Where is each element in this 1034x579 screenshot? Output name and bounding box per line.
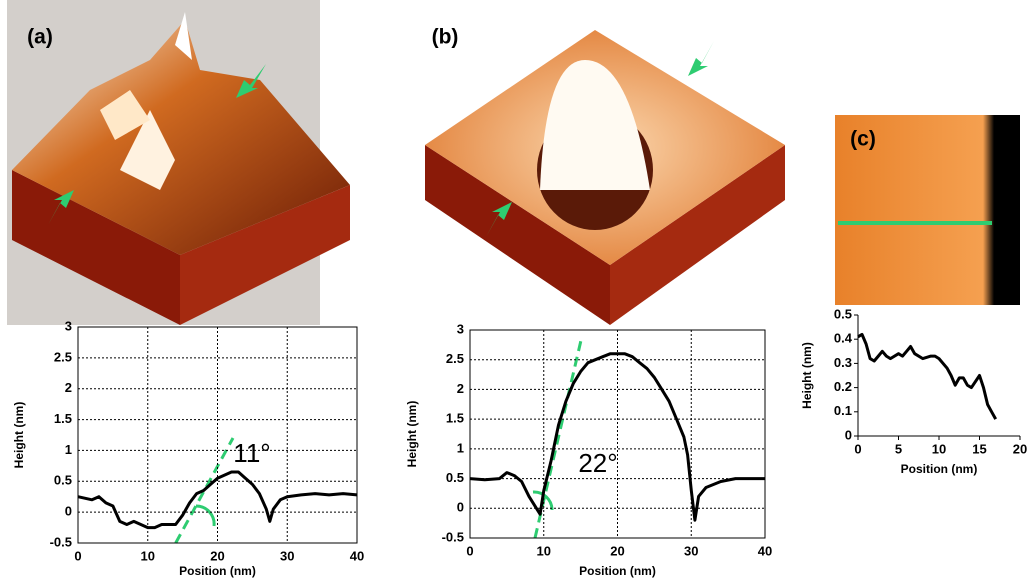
y-tick-label: 2.5 bbox=[54, 349, 72, 364]
y-tick-label: 0 bbox=[845, 427, 852, 442]
x-tick-label: 20 bbox=[610, 543, 624, 558]
y-tick-label: 0.5 bbox=[54, 473, 72, 488]
x-tick-label: 15 bbox=[972, 441, 986, 456]
x-tick-label: 40 bbox=[350, 548, 364, 563]
y-tick-label: 0.5 bbox=[834, 306, 852, 321]
y-tick-label: 0.4 bbox=[834, 331, 853, 346]
x-tick-label: 10 bbox=[141, 548, 155, 563]
y-tick-label: 1 bbox=[457, 440, 464, 455]
x-axis-title: Position (nm) bbox=[179, 564, 256, 578]
y-tick-label: 0 bbox=[65, 504, 72, 519]
x-tick-label: 30 bbox=[280, 548, 294, 563]
y-tick-label: -0.5 bbox=[442, 529, 464, 544]
y-tick-label: 0.2 bbox=[834, 379, 852, 394]
y-tick-label: -0.5 bbox=[50, 534, 72, 549]
x-tick-label: 30 bbox=[684, 543, 698, 558]
y-tick-label: 1.5 bbox=[446, 411, 464, 426]
y-tick-label: 2 bbox=[65, 380, 72, 395]
panel-label: (a) bbox=[27, 26, 53, 49]
x-tick-label: 0 bbox=[854, 441, 861, 456]
y-tick-label: 1.5 bbox=[54, 411, 72, 426]
angle-annotation: 22° bbox=[578, 448, 617, 478]
panel-label: (c) bbox=[850, 128, 876, 151]
x-tick-label: 0 bbox=[466, 543, 473, 558]
x-tick-label: 10 bbox=[537, 543, 551, 558]
panel-label: (b) bbox=[432, 26, 459, 49]
x-tick-label: 40 bbox=[758, 543, 772, 558]
x-tick-label: 20 bbox=[1013, 441, 1027, 456]
x-tick-label: 20 bbox=[210, 548, 224, 563]
y-tick-label: 2.5 bbox=[446, 351, 464, 366]
x-axis-title: Position (nm) bbox=[901, 462, 978, 476]
y-tick-label: 0 bbox=[457, 500, 464, 515]
y-tick-label: 0.5 bbox=[446, 470, 464, 485]
afm-image-b bbox=[425, 30, 785, 325]
x-tick-label: 10 bbox=[932, 441, 946, 456]
y-axis-title: Height (nm) bbox=[12, 402, 26, 469]
y-tick-label: 3 bbox=[457, 321, 464, 336]
afm-image-a bbox=[7, 0, 350, 325]
y-axis-title: Height (nm) bbox=[800, 342, 814, 409]
y-tick-label: 0.1 bbox=[834, 403, 852, 418]
y-axis-title: Height (nm) bbox=[405, 401, 419, 468]
angle-annotation: 11° bbox=[233, 438, 270, 468]
y-tick-label: 2 bbox=[457, 381, 464, 396]
figure: -0.500.511.522.53010203040Position (nm)H… bbox=[0, 0, 1034, 579]
x-axis-title: Position (nm) bbox=[579, 564, 656, 578]
y-tick-label: 1 bbox=[65, 442, 72, 457]
y-tick-label: 3 bbox=[65, 318, 72, 333]
x-tick-label: 0 bbox=[74, 548, 81, 563]
y-tick-label: 0.3 bbox=[834, 355, 852, 370]
x-tick-label: 5 bbox=[895, 441, 902, 456]
profile-line bbox=[858, 334, 996, 419]
